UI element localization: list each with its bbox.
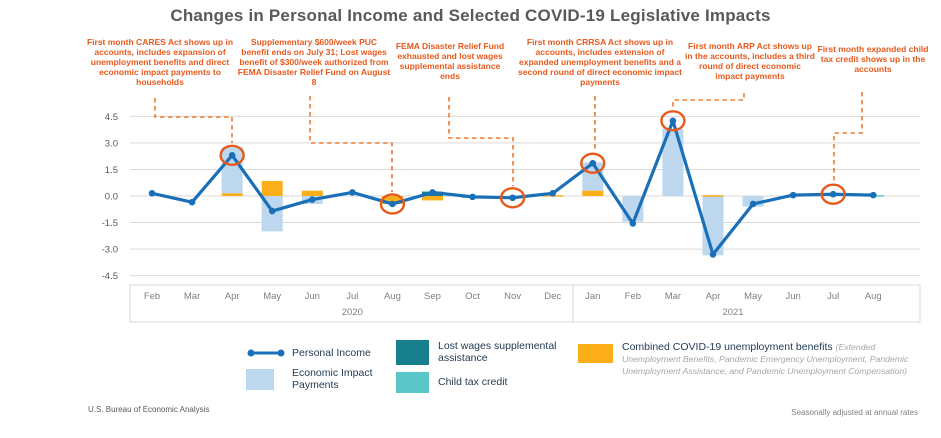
personal-income-point [188,198,196,206]
unemployment-benefits-bar [221,193,243,196]
x-axis: Feb Mar Apr May Jun Jul Aug Sep Oct Nov Dec Jan Feb M… [129,284,921,323]
annotation-cares-act: First month CARES Act shows up in accoun… [86,37,234,88]
personal-income-point [509,194,516,202]
y-axis-tick-label: -4.5 [102,271,118,282]
x-axis-month-label: Jan [585,291,600,302]
x-axis-month-label: Dec [544,291,561,302]
annotation-arp-act: First month ARP Act shows up in the acco… [685,41,815,82]
personal-income-point [429,189,436,196]
x-axis-month-label: Jul [827,291,839,302]
adjustment-note: Seasonally adjusted at annual rates [791,408,918,417]
personal-income-point [268,207,276,215]
highlight-circle [499,187,526,209]
personal-income-point [228,151,236,159]
legend-unemployment: Combined COVID-19 unemployment benefits … [622,341,922,377]
personal-income-point [749,200,757,208]
legend-child-tax: Child tax credit [438,376,508,388]
personal-income-line-swatch [247,349,285,357]
x-axis-month-label: Aug [865,291,882,302]
personal-income-point [869,191,877,199]
x-axis-month-label: Oct [465,291,480,302]
y-axis-tick-label: -1.5 [102,218,118,229]
x-axis-month-label: Nov [504,291,521,302]
economic-impact-bar [662,128,684,196]
x-axis-month-label: Sep [424,291,441,302]
x-axis-month-label: May [263,291,281,302]
x-axis-month-label: Mar [184,291,200,302]
unemployment-benefits-bar [702,195,724,197]
x-axis-month-label: Apr [706,291,721,302]
personal-income-point [709,251,717,258]
annotation-callout-line [833,92,863,183]
personal-income-point [549,190,556,197]
personal-income-line [148,117,877,258]
highlight-circles [219,110,846,215]
x-axis-month-label: May [744,291,762,302]
x-axis-month-label: Mar [665,291,681,302]
x-axis-month-label: Jun [785,291,800,302]
unemployment-swatch [578,344,613,363]
economic-impact-bar [221,147,243,194]
annotation-callout-lines [154,92,863,192]
unemployment-benefits-bar [261,180,283,196]
highlight-circle [219,144,245,166]
unemployment-benefits-bar [421,196,443,201]
personal-income-point [148,190,156,197]
unemployment-benefits-bar [582,190,604,196]
annotation-fema-exhausted: FEMA Disaster Relief Fund exhausted and … [395,41,505,82]
x-axis-month-label: Feb [144,291,160,302]
personal-income-point [669,117,677,125]
economic-impact-swatch [246,369,274,390]
annotation-crrsa-act: First month CRRSA Act shows up in accoun… [518,37,682,88]
highlight-circle [580,152,606,174]
highlight-circle [820,183,846,205]
personal-income-point [629,220,637,227]
personal-income-point [308,196,316,203]
unemployment-benefits-bar [301,190,323,196]
x-axis-month-label: Feb [625,291,641,302]
annotation-callout-line [672,93,745,108]
personal-income-point [829,190,837,198]
y-axis-tick-label: 4.5 [105,112,118,123]
personal-income-point [349,189,356,196]
annotation-callout-line [309,96,393,192]
annotation-callout-line [448,97,514,186]
personal-income-point [789,191,797,199]
highlight-circle [379,193,406,215]
highlight-circle [660,110,686,132]
personal-income-point [389,200,396,208]
annotation-puc-lost-wages: Supplementary $600/week PUC benefit ends… [237,37,391,88]
source-attribution: U.S. Bureau of Economic Analysis [88,405,210,414]
x-axis-month-label: Aug [384,291,401,302]
personal-income-point [589,159,597,167]
annotation-callout-line [154,98,233,143]
legend-economic-impact: Economic Impact Payments [292,367,373,392]
gridlines: 4.5 3.0 1.5 0.0 -1.5 -3.0 -4.5 [102,112,920,282]
x-axis-year-label: 2020 [342,307,363,318]
x-axis-year-label: 2021 [722,307,743,318]
legend-personal-income: Personal Income [292,347,371,359]
y-axis-tick-label: 0.0 [105,192,118,203]
x-axis-month-label: Apr [225,291,240,302]
unemployment-benefits-bar [381,196,403,204]
legend-unemployment-sub: (Extended Unemployment Benefits, Pandemi… [622,342,909,377]
chart-title: Changes in Personal Income and Selected … [170,6,771,25]
annotation-child-tax-credit: First month expanded child tax credit sh… [817,44,929,75]
y-axis-tick-label: 1.5 [105,165,118,176]
y-axis-tick-label: 3.0 [105,138,118,149]
personal-income-point [469,193,476,201]
x-axis-month-label: Jun [305,291,320,302]
lost-wages-swatch [396,340,429,365]
x-axis-month-label: Jul [346,291,358,302]
legend-lost-wages: Lost wages supplemental assistance [438,340,557,365]
child-tax-swatch [396,372,429,393]
y-axis-tick-label: -3.0 [102,245,118,256]
legend-unemployment-main: Combined COVID-19 unemployment benefits [622,341,833,353]
